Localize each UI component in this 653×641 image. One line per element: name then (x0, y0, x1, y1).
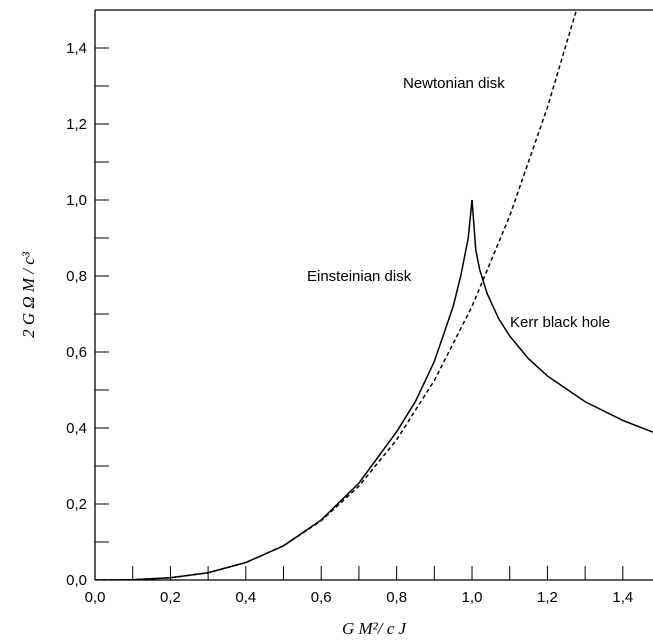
y-tick-label: 0,8 (66, 268, 87, 285)
y-tick-label: 0,2 (66, 496, 87, 513)
x-tick-label: 0,0 (85, 589, 106, 606)
series-label: Kerr black hole (510, 314, 610, 331)
x-tick-label: 1,0 (462, 589, 483, 606)
y-tick-label: 0,4 (66, 420, 87, 437)
plot-area (95, 10, 653, 580)
y-tick-label: 0,6 (66, 344, 87, 361)
line (95, 10, 578, 580)
x-axis-label: G M²/ c J (342, 619, 408, 638)
x-tick-label: 0,4 (235, 589, 256, 606)
series-label: Newtonian disk (403, 75, 505, 92)
line (471, 199, 653, 433)
y-tick-label: 1,0 (66, 192, 87, 209)
x-tick-label: 0,8 (386, 589, 407, 606)
x-tick-label: 1,4 (612, 589, 633, 606)
x-tick-label: 0,2 (160, 589, 181, 606)
y-tick-label: 1,4 (66, 40, 87, 57)
y-tick-label: 0,0 (66, 572, 87, 589)
x-tick-label: 0,6 (311, 589, 332, 606)
series-label: Einsteinian disk (307, 268, 412, 285)
line (95, 199, 473, 580)
y-tick-label: 1,2 (66, 116, 87, 133)
x-tick-label: 1,2 (537, 589, 558, 606)
y-axis-label: 2 G Ω M / c³ (19, 251, 38, 338)
